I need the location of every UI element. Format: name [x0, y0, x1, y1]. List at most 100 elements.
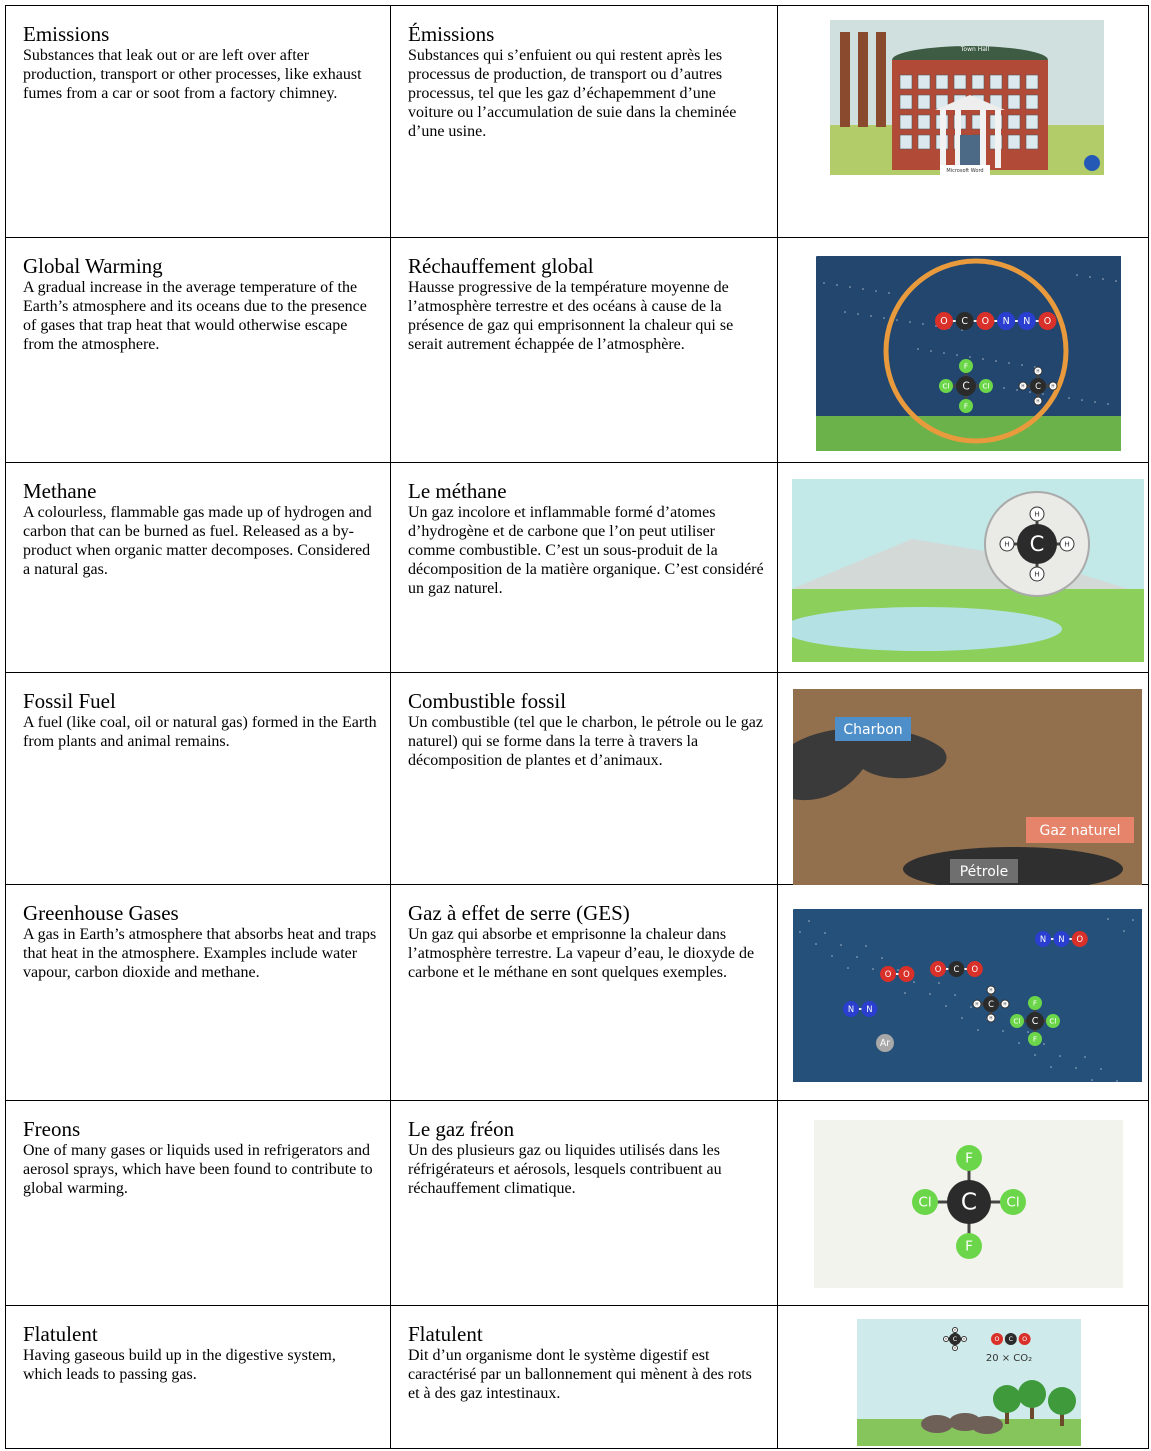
- atom: [1038, 312, 1057, 330]
- definition: Having gaseous build up in the digestive…: [23, 1347, 336, 1383]
- star: [982, 358, 984, 360]
- atom: [986, 1013, 996, 1023]
- atom: [952, 1327, 958, 1333]
- english-cell: Fossil Fuel A fuel (like coal, oil or nat…: [5, 672, 391, 885]
- cell-text: Flatulent Dit d’un organisme dont le syst…: [391, 1306, 777, 1403]
- chimney: [876, 32, 886, 127]
- glossary-row: Greenhouse Gases A gas in Earth’s atmosph…: [5, 884, 1149, 1101]
- atom-label: N: [866, 1004, 872, 1014]
- atom: [1017, 312, 1036, 330]
- atom-label: H: [989, 987, 992, 992]
- atom: [956, 1233, 982, 1259]
- cell-text: Émissions Substances qui s’enfuient ou qu…: [391, 6, 777, 141]
- star: [954, 994, 956, 996]
- star: [930, 350, 932, 352]
- star: [844, 311, 846, 313]
- atom-label: F: [964, 401, 968, 410]
- atom: [1059, 536, 1075, 552]
- definition: Substances that leak out or are left ove…: [23, 47, 362, 102]
- star: [1115, 280, 1117, 282]
- cell-text: Greenhouse Gases A gas in Earth’s atmosph…: [6, 885, 390, 982]
- illustration: Town Hall Microsoft Word: [830, 20, 1104, 175]
- term: Methane: [23, 479, 97, 503]
- term: Flatulent: [408, 1322, 483, 1346]
- atom: [948, 961, 965, 977]
- star: [1027, 1031, 1029, 1033]
- atom: [1010, 1014, 1024, 1028]
- atom-label: N: [1040, 934, 1046, 944]
- ribbon: [950, 859, 1018, 883]
- cell-text: Global Warming A gradual increase in the …: [6, 238, 390, 354]
- ribbon: [1026, 817, 1134, 843]
- column: [980, 110, 986, 168]
- term: Flatulent: [23, 1322, 98, 1346]
- atom-label: N: [1003, 316, 1010, 327]
- door: [960, 135, 980, 168]
- star: [1008, 362, 1010, 364]
- star: [875, 290, 877, 292]
- french-cell: Flatulent Dit d’un organisme dont le syst…: [390, 1305, 778, 1449]
- french-cell: Émissions Substances qui s’enfuient ou qu…: [390, 5, 778, 238]
- cell-text: Le méthane Un gaz incolore et inflammable…: [391, 463, 777, 598]
- star: [943, 352, 945, 354]
- window: [989, 74, 1003, 90]
- atom-label: N: [1058, 934, 1064, 944]
- image-cell: O O O C O N N O N N Ar C H H H H C F Cl F Cl: [777, 884, 1149, 1101]
- atom: [1053, 931, 1070, 947]
- star: [857, 313, 859, 315]
- french-cell: Le gaz fréon Un des plusieurs gaz ou liqu…: [390, 1100, 778, 1306]
- french-cell: Réchauffement global Hausse progressive d…: [390, 237, 778, 463]
- atom-label: C: [953, 964, 959, 974]
- atom: [976, 312, 995, 330]
- star: [1089, 276, 1091, 278]
- atom-label: H: [945, 1337, 947, 1341]
- window: [935, 74, 949, 90]
- glossary-table: Emissions Substances that leak out or are…: [5, 5, 1149, 1449]
- term: Freons: [23, 1117, 81, 1141]
- window: [1025, 114, 1039, 130]
- image-cell: Town Hall Microsoft Word: [777, 5, 1149, 238]
- atom-label: H: [1034, 509, 1040, 518]
- atom-label: Cl: [982, 381, 989, 390]
- atom: [935, 312, 953, 330]
- definition: A colourless, flammable gas made up of h…: [23, 504, 372, 578]
- atom: [861, 1001, 878, 1017]
- ribbon: [835, 717, 911, 741]
- water: [792, 607, 1062, 651]
- star: [956, 354, 958, 356]
- column: [955, 110, 961, 168]
- glossary-row: Fossil Fuel A fuel (like coal, oil or nat…: [5, 672, 1149, 885]
- atom-label: F: [964, 361, 968, 370]
- atom-label: C: [1009, 1336, 1014, 1343]
- star: [840, 944, 842, 946]
- atom-label: C: [961, 316, 968, 327]
- atom: [1030, 378, 1046, 394]
- definition: Hausse progressive de la température moy…: [408, 279, 734, 353]
- illustration: C H H H H: [792, 479, 1144, 662]
- ribbon-label: Pétrole: [960, 864, 1009, 880]
- window: [899, 114, 913, 130]
- atom-label: C: [953, 1336, 958, 1343]
- atom: [956, 1145, 982, 1171]
- atom: [1018, 381, 1028, 391]
- star: [945, 1005, 947, 1007]
- star: [883, 317, 885, 319]
- atom-label: Cl: [1006, 1195, 1019, 1211]
- star: [847, 967, 849, 969]
- atom: [1004, 1333, 1017, 1345]
- definition: Dit d’un organisme dont le système diges…: [408, 1347, 752, 1402]
- star: [823, 282, 825, 284]
- cell-text: Réchauffement global Hausse progressive d…: [391, 238, 777, 354]
- chimney: [858, 32, 868, 127]
- window: [953, 74, 967, 90]
- atom: [1000, 999, 1010, 1009]
- illustration: Charbon Gaz naturel Pétrole: [793, 689, 1142, 885]
- chimney: [840, 32, 850, 127]
- star: [929, 993, 931, 995]
- star: [872, 968, 874, 970]
- atom-label: O: [995, 1336, 1000, 1343]
- atom-label: O: [935, 964, 942, 974]
- atom-label: O: [940, 316, 947, 327]
